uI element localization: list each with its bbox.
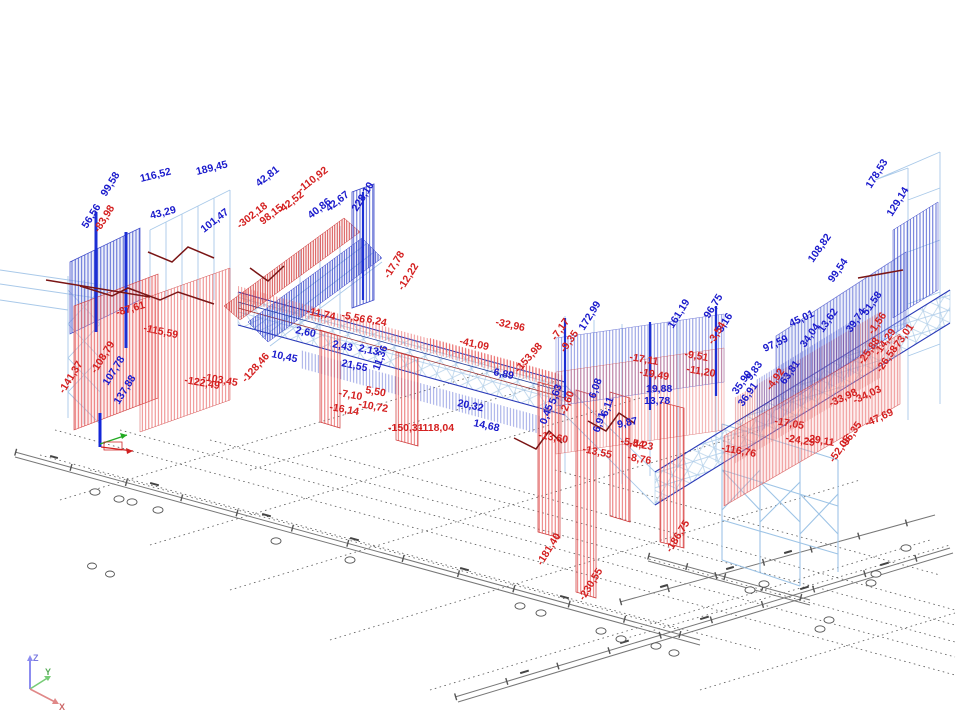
value-label: -19,49 xyxy=(638,366,670,383)
value-label: 6,24 xyxy=(365,313,388,329)
value-label: -9,51 xyxy=(683,348,709,364)
value-label: 6,89 xyxy=(492,366,515,382)
value-label: 99,54 xyxy=(826,256,851,285)
resultant-lines xyxy=(45,246,904,450)
value-label: -128,46 xyxy=(239,350,272,385)
value-label: -110,92 xyxy=(295,164,330,195)
value-label: 9,87 xyxy=(616,415,639,431)
value-label: 42,67 xyxy=(323,189,351,215)
value-label: -4,23 xyxy=(628,437,654,453)
value-label: 178,53 xyxy=(863,157,890,191)
corner-z-label: Z xyxy=(33,653,39,663)
value-label: -5,56 xyxy=(340,309,366,326)
value-label: 172,99 xyxy=(576,299,603,333)
value-label: -8,76 xyxy=(626,451,652,467)
corner-y-axis-icon xyxy=(29,676,50,690)
corner-x-label: X xyxy=(59,702,65,712)
value-label: 42,81 xyxy=(253,164,281,190)
value-label: -11,74 xyxy=(305,305,336,323)
value-label: 5,50 xyxy=(364,384,386,399)
value-label: -32,96 xyxy=(494,316,526,334)
value-label: -10,72 xyxy=(357,398,389,415)
value-label: -150,31 xyxy=(388,422,424,434)
value-label: -42,52 xyxy=(275,188,306,216)
value-label: -17,11 xyxy=(628,351,659,368)
value-label: -7,10 xyxy=(337,387,363,403)
value-label: 14,68 xyxy=(472,417,500,434)
value-label: 19,88 xyxy=(646,383,672,395)
value-label: 116,52 xyxy=(139,166,173,185)
value-label: -16,14 xyxy=(328,401,360,418)
dimension-text-marks xyxy=(49,454,890,675)
value-label: -24,29 xyxy=(784,432,816,449)
value-label: 13,78 xyxy=(644,395,670,407)
value-label: 43,29 xyxy=(149,204,178,222)
origin-axis-triad xyxy=(98,413,134,454)
value-label: 20,32 xyxy=(456,397,484,414)
value-label: 99,58 xyxy=(98,170,122,199)
value-label: 10,45 xyxy=(270,348,298,365)
value-label: -17,05 xyxy=(773,415,805,432)
value-label: 2,13 xyxy=(357,342,380,358)
corner-axis-triad: Z Y X xyxy=(27,653,65,712)
value-label: -5,54 xyxy=(619,435,645,451)
corner-x-axis-icon xyxy=(29,688,58,704)
dimension-lines xyxy=(14,448,954,703)
grid-bubbles xyxy=(87,488,912,657)
value-label: 101,47 xyxy=(198,206,231,235)
moment-diagram-bands xyxy=(69,183,939,599)
value-label: 108,82 xyxy=(806,231,834,264)
value-label: -118,04 xyxy=(419,422,454,434)
value-label: 189,45 xyxy=(195,158,229,177)
value-label: 2,43 xyxy=(331,338,354,354)
value-label: -11,20 xyxy=(685,363,716,380)
value-label: 2,60 xyxy=(294,324,317,340)
value-label: -29,11 xyxy=(804,432,835,449)
value-label: 21,55 xyxy=(340,357,368,374)
value-label: -13,60 xyxy=(537,429,569,446)
corner-y-label: Y xyxy=(45,667,51,677)
